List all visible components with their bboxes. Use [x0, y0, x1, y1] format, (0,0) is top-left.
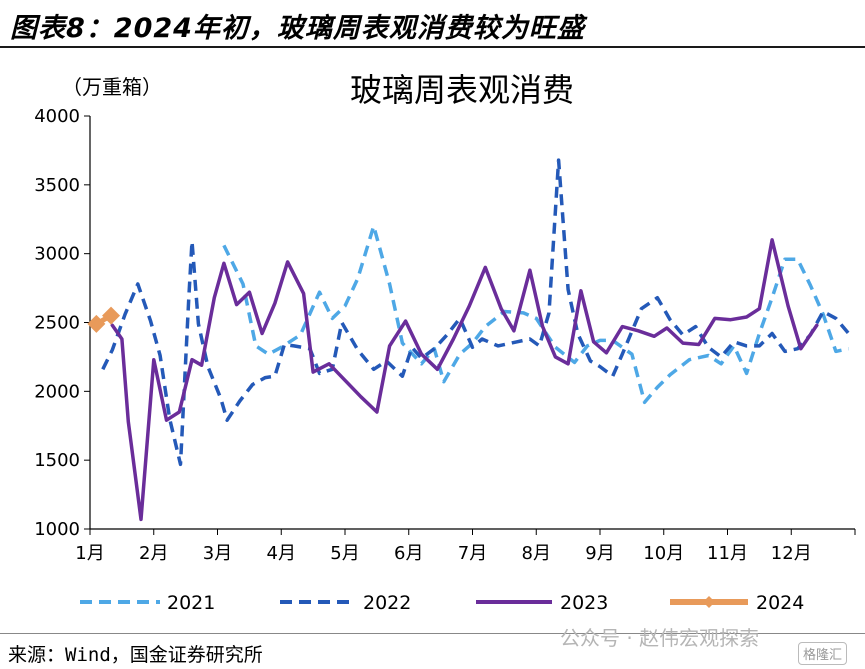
y-axis-unit: （万重箱） — [62, 75, 162, 99]
x-tick-label: 2月 — [139, 543, 168, 564]
legend-item-2024: 2024 — [670, 592, 804, 614]
figure-title: 图表8：2024年初，玻璃周表观消费较为旺盛 — [10, 13, 585, 44]
x-tick-label: 6月 — [394, 543, 423, 564]
legend-item-2023: 2023 — [476, 592, 608, 614]
chart-title: 玻璃周表观消费 — [350, 71, 574, 109]
series-point-2024 — [87, 314, 106, 333]
legend-label-2022: 2022 — [363, 592, 411, 614]
y-tick-label: 4000 — [34, 106, 80, 127]
x-tick-label: 5月 — [330, 543, 359, 564]
watermark-logo: 格隆汇 — [798, 642, 848, 665]
x-tick-label: 7月 — [458, 543, 487, 564]
x-tick-label: 12月 — [771, 543, 812, 564]
y-tick-label: 1000 — [34, 519, 80, 540]
legend: 2021 2022 2023 2024 — [80, 592, 804, 614]
legend-marker-2024 — [703, 596, 715, 608]
x-tick-label: 8月 — [522, 543, 551, 564]
series-line-2023 — [110, 238, 819, 522]
y-tick-label: 1500 — [34, 450, 80, 471]
y-tick-label: 3000 — [34, 244, 80, 265]
x-tick-label: 11月 — [707, 543, 748, 564]
x-tick-label: 10月 — [643, 543, 684, 564]
legend-item-2021: 2021 — [80, 592, 215, 614]
legend-label-2021: 2021 — [167, 592, 215, 614]
legend-label-2024: 2024 — [756, 592, 804, 614]
x-tick-label: 3月 — [203, 543, 232, 564]
source-note: 来源：Wind，国金证券研究所 — [8, 644, 263, 666]
series-line-2021 — [222, 224, 849, 405]
x-tick-label: 9月 — [585, 543, 614, 564]
x-tick-label: 1月 — [75, 543, 104, 564]
axes: 1000 1500 2000 2500 3000 3500 4000 1月 2月 3月 4月 5月 6月… — [34, 106, 856, 564]
chart: 玻璃周表观消费 （万重箱） 1000 1500 2000 2500 3000 3500 40… — [34, 71, 856, 614]
title-rule — [0, 46, 865, 48]
series-layer — [87, 158, 850, 522]
legend-item-2022: 2022 — [280, 592, 411, 614]
series-point-2024 — [102, 306, 121, 325]
watermark: 公众号 · 赵伟宏观探索 — [560, 626, 760, 650]
y-tick-label: 2000 — [34, 381, 80, 402]
y-tick-label: 2500 — [34, 313, 80, 334]
legend-label-2023: 2023 — [560, 592, 608, 614]
y-tick-label: 3500 — [34, 175, 80, 196]
footer-rule — [0, 633, 865, 634]
x-tick-label: 4月 — [267, 543, 296, 564]
series-line-2022 — [101, 158, 850, 467]
